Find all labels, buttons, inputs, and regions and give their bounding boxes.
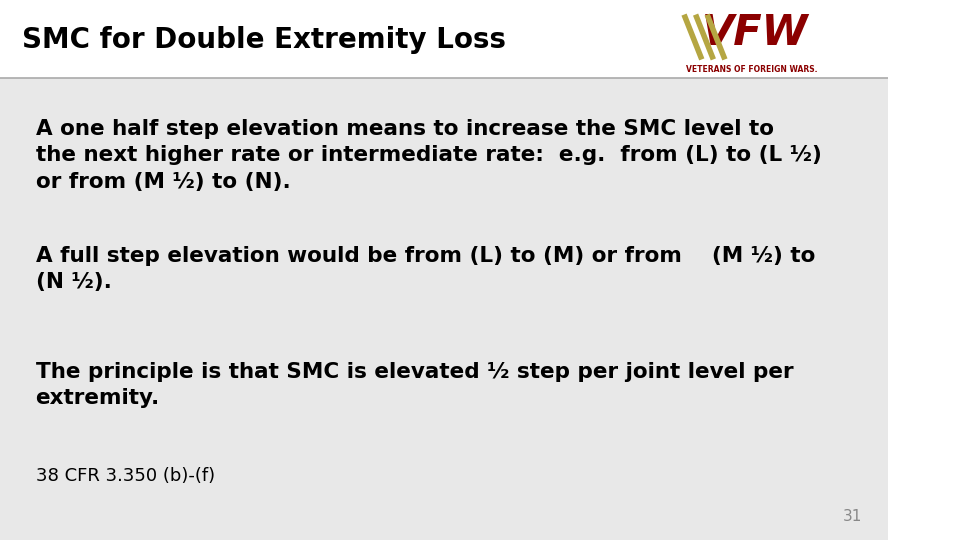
Text: 38 CFR 3.350 (b)-(f): 38 CFR 3.350 (b)-(f) (36, 467, 215, 485)
Text: A full step elevation would be from (L) to (M) or from    (M ½) to
(N ½).: A full step elevation would be from (L) … (36, 246, 815, 292)
FancyBboxPatch shape (0, 0, 888, 78)
Text: The principle is that SMC is elevated ½ step per joint level per
extremity.: The principle is that SMC is elevated ½ … (36, 362, 793, 408)
Text: 31: 31 (842, 509, 862, 524)
Text: SMC for Double Extremity Loss: SMC for Double Extremity Loss (22, 26, 506, 55)
FancyBboxPatch shape (0, 78, 888, 540)
Text: A one half step elevation means to increase the SMC level to
the next higher rat: A one half step elevation means to incre… (36, 119, 822, 192)
Text: VETERANS OF FOREIGN WARS.: VETERANS OF FOREIGN WARS. (685, 65, 817, 74)
Text: VFW: VFW (702, 12, 808, 55)
